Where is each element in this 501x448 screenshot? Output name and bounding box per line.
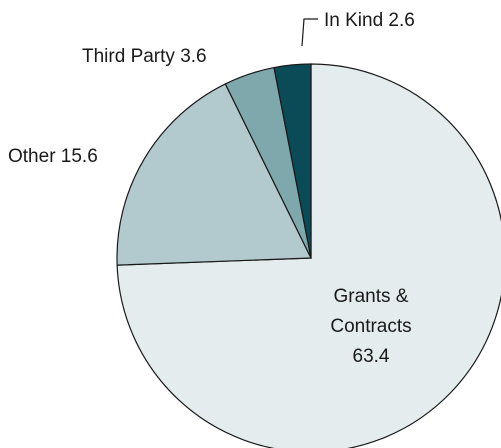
label-in-kind: In Kind 2.6 <box>324 10 415 31</box>
label-grants-line3: 63.4 <box>353 346 390 367</box>
pie-slice-in-kind <box>273 63 312 259</box>
pie-slice-other <box>116 83 312 266</box>
label-grants-line2: Contracts <box>330 316 411 337</box>
label-other: Other 15.6 <box>8 146 98 167</box>
pie-slices <box>116 63 501 448</box>
label-grants-line1: Grants & <box>334 286 409 307</box>
label-third-party: Third Party 3.6 <box>82 46 207 67</box>
in-kind-leader-line <box>301 18 318 47</box>
pie-slice-grants-contracts <box>116 63 501 448</box>
